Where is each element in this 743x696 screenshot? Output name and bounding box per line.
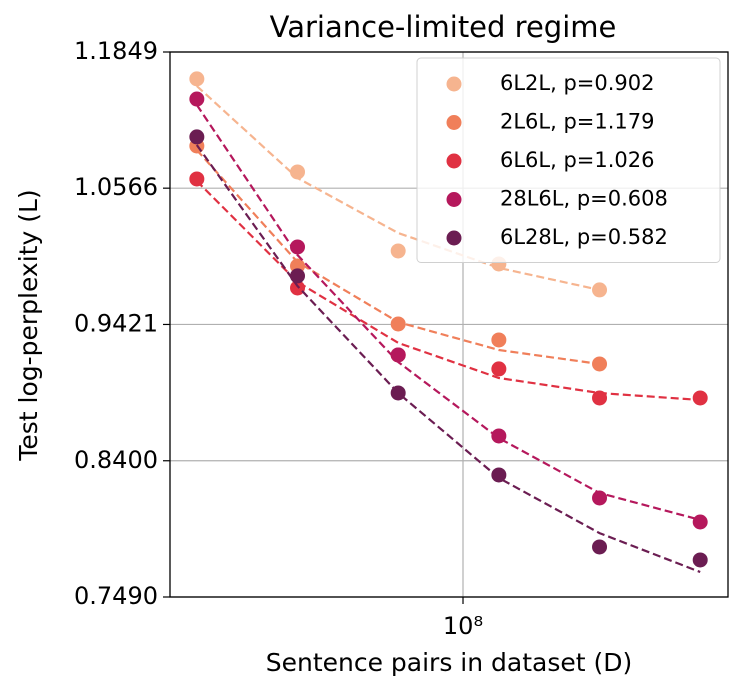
y-tick-label: 0.7490 bbox=[74, 582, 158, 610]
y-tick-label: 0.8400 bbox=[74, 446, 158, 474]
data-point bbox=[390, 316, 406, 332]
data-point bbox=[491, 428, 507, 444]
plot-frame bbox=[169, 51, 729, 598]
data-point bbox=[189, 71, 205, 87]
legend-marker bbox=[446, 192, 462, 207]
data-point bbox=[491, 467, 507, 483]
data-point bbox=[290, 164, 306, 180]
data-point bbox=[390, 243, 406, 259]
data-point bbox=[491, 361, 507, 377]
fit-line bbox=[195, 104, 701, 521]
legend-label: 6L6L, p=1.026 bbox=[500, 148, 655, 172]
legend-marker bbox=[446, 230, 462, 246]
data-point bbox=[592, 390, 608, 406]
data-point bbox=[189, 129, 205, 145]
legend: 6L2L, p=0.902 2L6L, p=1.179 6L6L, p=1.026 2… bbox=[416, 57, 721, 263]
x-axis-label: Sentence pairs in dataset (D) bbox=[266, 648, 633, 677]
legend-marker bbox=[446, 76, 462, 92]
data-point bbox=[189, 91, 205, 107]
data-point bbox=[390, 347, 406, 363]
data-point bbox=[189, 171, 205, 187]
fit-line bbox=[195, 144, 701, 574]
data-point bbox=[692, 514, 708, 530]
legend-label: 6L2L, p=0.902 bbox=[500, 71, 655, 95]
y-tick-label: 0.9421 bbox=[74, 309, 158, 337]
data-point bbox=[692, 390, 708, 406]
data-point bbox=[592, 490, 608, 506]
data-point bbox=[290, 280, 306, 296]
legend-label: 2L6L, p=1.179 bbox=[500, 110, 655, 134]
y-tick-label: 1.0566 bbox=[74, 173, 158, 201]
data-point bbox=[692, 552, 708, 568]
chart-title: Variance-limited regime bbox=[270, 10, 617, 44]
legend-box bbox=[416, 57, 721, 263]
data-point bbox=[290, 268, 306, 284]
data-point bbox=[491, 332, 507, 348]
y-tick-label: 1.1849 bbox=[74, 37, 158, 65]
data-point bbox=[290, 239, 306, 255]
data-point bbox=[390, 385, 406, 401]
x-tick-label: 10⁸ bbox=[443, 612, 483, 640]
legend-label: 28L6L, p=0.608 bbox=[500, 187, 668, 211]
fit-line bbox=[196, 85, 600, 291]
fit-line bbox=[196, 180, 701, 402]
y-axis-label: Test log-perplexity (L) bbox=[14, 189, 43, 461]
legend-label: 6L28L, p=0.582 bbox=[500, 225, 668, 249]
data-point bbox=[592, 356, 608, 372]
data-point bbox=[592, 539, 608, 555]
legend-marker bbox=[446, 115, 462, 130]
data-point bbox=[592, 282, 608, 298]
legend-marker bbox=[446, 153, 462, 169]
